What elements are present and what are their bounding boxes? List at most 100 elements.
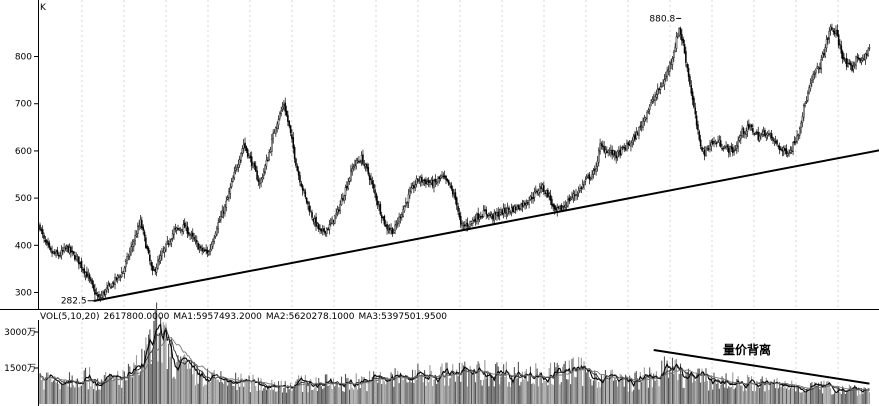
volume-bar bbox=[468, 370, 470, 404]
candle-body bbox=[537, 190, 540, 195]
candle-body bbox=[254, 165, 257, 172]
ma3-legend-value: 5397501.9500 bbox=[381, 312, 447, 322]
candle-body bbox=[182, 224, 185, 233]
volume-bar bbox=[450, 370, 452, 404]
candle-body bbox=[588, 174, 591, 180]
volume-bar bbox=[375, 376, 377, 404]
volume-bar bbox=[239, 386, 241, 404]
volume-bar bbox=[133, 362, 135, 404]
volume-bar bbox=[398, 383, 400, 404]
candle-body bbox=[749, 124, 751, 127]
candle-body bbox=[183, 222, 186, 228]
volume-ma10-line bbox=[39, 326, 870, 392]
volume-bar bbox=[665, 369, 667, 404]
volume-bar bbox=[402, 379, 404, 404]
candle-body bbox=[311, 212, 313, 218]
candle-body bbox=[138, 225, 140, 227]
candle-body bbox=[727, 147, 730, 153]
candle-body bbox=[129, 251, 131, 257]
candle-body bbox=[459, 215, 462, 225]
volume-header-title: VOL(5,10,20) bbox=[40, 312, 99, 322]
candle-body bbox=[788, 152, 790, 154]
volume-bar bbox=[535, 363, 537, 404]
volume-bar bbox=[39, 373, 41, 404]
volume-bar bbox=[102, 381, 104, 404]
volume-bar bbox=[78, 387, 80, 404]
volume-bar bbox=[737, 376, 739, 404]
volume-bar bbox=[667, 377, 670, 404]
volume-bar bbox=[671, 357, 674, 404]
volume-bar bbox=[322, 389, 324, 404]
volume-bar bbox=[180, 356, 182, 404]
volume-bar bbox=[72, 385, 75, 404]
candle-body bbox=[592, 170, 595, 175]
volume-bar bbox=[99, 389, 101, 404]
volume-bar bbox=[319, 382, 321, 404]
candle-body bbox=[548, 193, 550, 197]
candle-body bbox=[66, 245, 68, 248]
candle-body bbox=[466, 222, 469, 227]
volume-bar bbox=[511, 375, 513, 404]
candle-body bbox=[569, 198, 572, 201]
volume-bar bbox=[686, 371, 688, 404]
volume-bar bbox=[390, 372, 392, 404]
volume-bar bbox=[812, 388, 814, 404]
candle-body bbox=[201, 247, 203, 251]
candle-body bbox=[589, 177, 592, 180]
volume-bar bbox=[281, 392, 284, 404]
volume-bar bbox=[358, 379, 360, 404]
candle-body bbox=[581, 183, 584, 188]
candle-body bbox=[837, 34, 840, 45]
candle-body bbox=[356, 161, 359, 163]
candle-body bbox=[317, 224, 320, 230]
candle-body bbox=[380, 214, 383, 219]
volume-bar bbox=[663, 356, 665, 404]
candle-body bbox=[843, 57, 845, 60]
volume-bar bbox=[407, 382, 410, 404]
candle-body bbox=[535, 190, 537, 193]
volume-bar bbox=[547, 385, 549, 404]
candle-body bbox=[281, 106, 284, 110]
candle-body bbox=[713, 141, 715, 144]
volume-bar bbox=[768, 390, 770, 404]
volume-bar bbox=[406, 382, 408, 404]
candle-body bbox=[371, 180, 374, 185]
volume-bar bbox=[488, 386, 490, 404]
candle-body bbox=[454, 192, 457, 200]
candle-body bbox=[208, 251, 210, 255]
candle-body bbox=[187, 231, 190, 235]
volume-bar bbox=[123, 371, 125, 404]
candle-body bbox=[654, 96, 656, 101]
candle-body bbox=[49, 247, 52, 251]
candle-body bbox=[698, 131, 701, 140]
candle-body bbox=[572, 193, 575, 199]
candle-body bbox=[293, 147, 296, 159]
volume-bar bbox=[539, 372, 541, 404]
candle-body bbox=[624, 147, 627, 150]
candle-body bbox=[677, 35, 679, 38]
volume-bar bbox=[651, 387, 653, 404]
volume-bar bbox=[844, 394, 846, 404]
volume-bar bbox=[592, 380, 594, 404]
volume-bar bbox=[679, 363, 682, 404]
candle-body bbox=[363, 164, 366, 166]
candle-body bbox=[517, 205, 520, 209]
candle-body bbox=[236, 167, 238, 170]
candle-body bbox=[149, 254, 151, 262]
candle-body bbox=[532, 197, 534, 199]
volume-bar bbox=[267, 386, 269, 404]
volume-bar bbox=[785, 388, 787, 404]
volume-bar bbox=[848, 384, 850, 404]
volume-bar bbox=[472, 374, 474, 404]
volume-bar bbox=[619, 373, 621, 404]
volume-bar bbox=[563, 363, 565, 404]
candle-body bbox=[630, 143, 632, 147]
volume-bar bbox=[701, 368, 703, 404]
volume-bar bbox=[860, 388, 862, 404]
candle-body bbox=[584, 179, 587, 182]
candle-body bbox=[141, 220, 143, 229]
volume-bar bbox=[752, 390, 754, 404]
volume-bar bbox=[219, 382, 221, 404]
candle-body bbox=[699, 139, 702, 147]
candle-body bbox=[638, 127, 640, 136]
